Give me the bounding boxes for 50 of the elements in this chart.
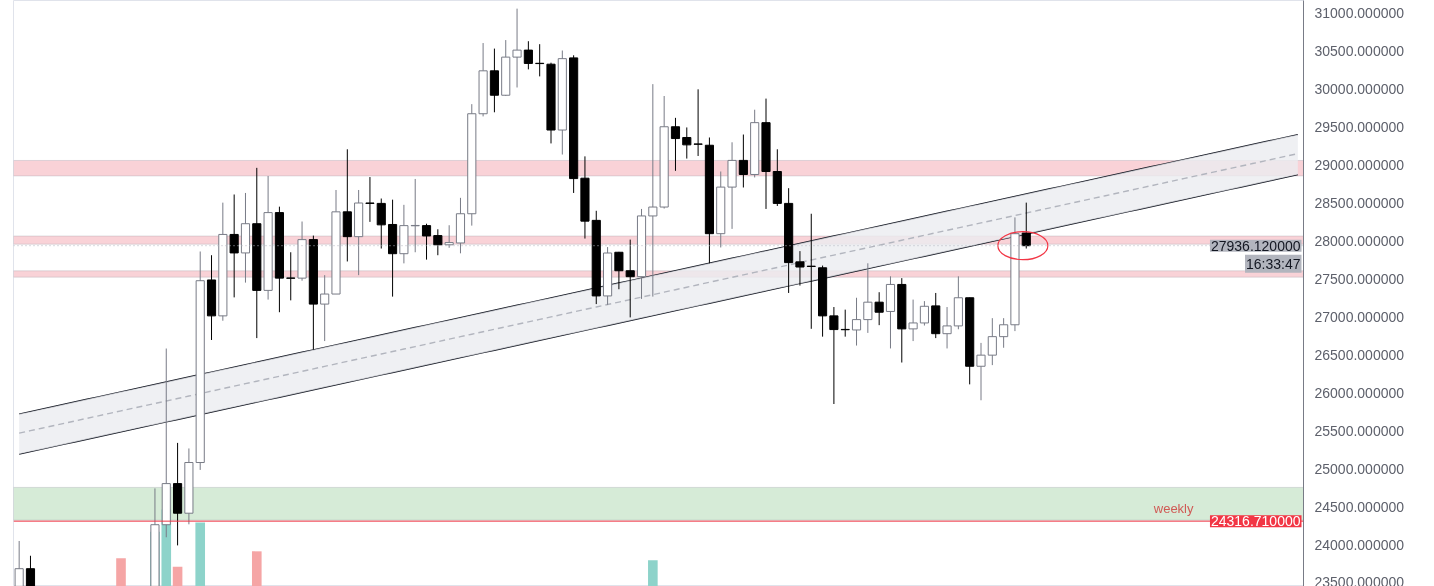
ref-line-label: 27936.120000 bbox=[1210, 237, 1301, 254]
candlestick bbox=[682, 126, 692, 160]
ref-line-label: 24316.710000 bbox=[1210, 513, 1301, 530]
candlestick bbox=[614, 251, 624, 290]
candlestick bbox=[693, 88, 703, 157]
candlestick bbox=[908, 299, 918, 342]
candlestick bbox=[421, 223, 432, 261]
candlestick bbox=[365, 176, 375, 223]
y-tick-label: 23500.000000 bbox=[1314, 573, 1405, 586]
candlestick bbox=[444, 224, 454, 249]
candlestick bbox=[999, 317, 1009, 349]
candlestick bbox=[738, 134, 748, 188]
candlestick bbox=[625, 239, 635, 318]
y-tick-label: 26500.000000 bbox=[1314, 346, 1405, 363]
y-tick-label: 24500.000000 bbox=[1314, 499, 1405, 516]
candlestick bbox=[376, 198, 386, 250]
y-tick-label: 25000.000000 bbox=[1314, 461, 1405, 478]
candlestick bbox=[648, 83, 658, 298]
y-tick-label: 25500.000000 bbox=[1314, 423, 1405, 440]
candlestick bbox=[433, 228, 443, 256]
y-tick-label: 30500.000000 bbox=[1314, 42, 1405, 59]
y-tick-label: 26000.000000 bbox=[1314, 385, 1405, 402]
annotation: 16:33:47 bbox=[1246, 255, 1301, 272]
y-tick-label: 28000.000000 bbox=[1314, 232, 1405, 249]
candlestick bbox=[286, 251, 296, 301]
y-tick-label: 27500.000000 bbox=[1314, 270, 1405, 287]
candlestick bbox=[942, 306, 952, 349]
candlestick bbox=[919, 300, 929, 327]
y-tick-label: 29500.000000 bbox=[1314, 118, 1405, 135]
candlestick bbox=[512, 8, 522, 88]
candlestick bbox=[320, 274, 330, 342]
y-tick-label: 28500.000000 bbox=[1314, 194, 1405, 211]
candlestick bbox=[25, 555, 36, 586]
candlestick bbox=[976, 342, 986, 401]
candlestick bbox=[670, 117, 681, 172]
y-tick-label: 31000.000000 bbox=[1314, 4, 1405, 21]
y-tick-label: 29000.000000 bbox=[1314, 156, 1405, 173]
candlestick bbox=[1021, 202, 1031, 250]
y-tick-label: 24000.000000 bbox=[1314, 537, 1405, 554]
candlestick bbox=[795, 250, 805, 287]
candlestick bbox=[523, 40, 533, 70]
candlestick bbox=[987, 317, 997, 366]
band-label: weekly bbox=[1152, 501, 1194, 517]
candlestick bbox=[874, 291, 884, 326]
y-tick-label: 30000.000000 bbox=[1314, 80, 1405, 97]
candlestick bbox=[229, 193, 239, 298]
y-tick-label: 27000.000000 bbox=[1314, 308, 1405, 325]
candlestick bbox=[14, 540, 24, 586]
candlestick bbox=[851, 297, 862, 347]
candlestick bbox=[863, 262, 873, 334]
